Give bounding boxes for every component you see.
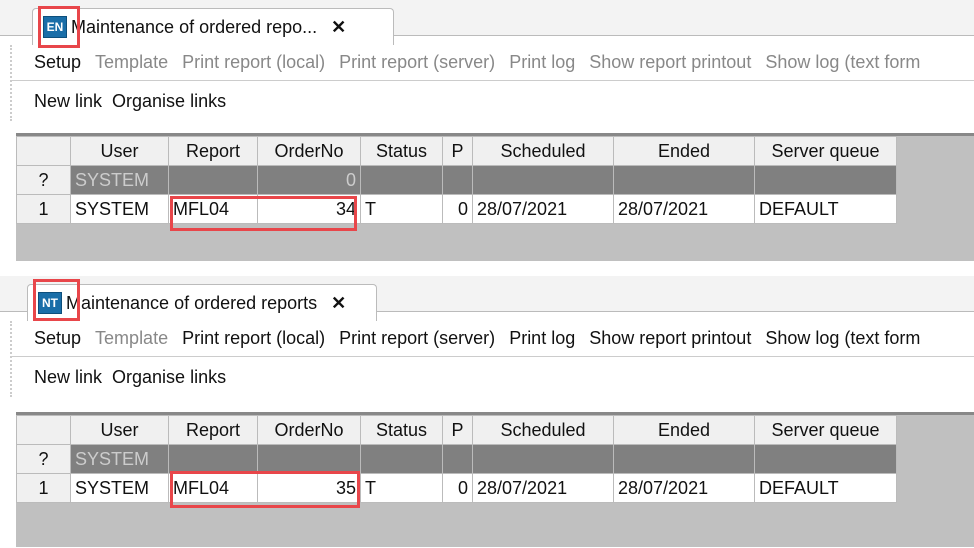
cell-server-queue[interactable]: DEFAULT	[754, 473, 897, 503]
column-header[interactable]: Status	[360, 415, 443, 445]
column-header[interactable]: Scheduled	[472, 415, 614, 445]
links-bar: New link Organise links	[12, 81, 974, 121]
orders-table: User Report OrderNo Status P Scheduled Ended Se…	[16, 136, 897, 224]
cell-scheduled[interactable]	[472, 444, 614, 474]
toolbar-print-log[interactable]: Print log	[509, 328, 576, 348]
toolbar-show-report-printout[interactable]: Show report printout	[589, 52, 752, 72]
column-header[interactable]: Ended	[613, 415, 755, 445]
cell-user[interactable]: SYSTEM	[70, 165, 169, 195]
column-header[interactable]: OrderNo	[257, 415, 361, 445]
language-badge-icon: NT	[38, 292, 62, 314]
organise-links-button[interactable]: Organise links	[112, 90, 227, 111]
cell-report[interactable]	[168, 444, 258, 474]
new-row[interactable]: ? SYSTEM	[16, 444, 897, 474]
orders-grid: User Report OrderNo Status P Scheduled Ended Se…	[16, 412, 974, 547]
toolbar-setup[interactable]: Setup	[34, 52, 82, 72]
cell-orderno[interactable]: 35	[257, 473, 361, 503]
column-header[interactable]: User	[70, 136, 169, 166]
column-header[interactable]	[16, 136, 71, 166]
cell-server-queue[interactable]	[754, 165, 897, 195]
cell-server-queue[interactable]	[754, 444, 897, 474]
toolbar-show-report-printout[interactable]: Show report printout	[589, 328, 752, 348]
toolbar-print-report-local[interactable]: Print report (local)	[182, 52, 326, 72]
toolbar-print-log[interactable]: Print log	[509, 52, 576, 72]
toolbar-print-report-server[interactable]: Print report (server)	[339, 52, 496, 72]
column-header[interactable]: OrderNo	[257, 136, 361, 166]
cell-scheduled[interactable]: 28/07/2021	[472, 473, 614, 503]
close-icon[interactable]: ✕	[331, 16, 347, 37]
links-bar: New link Organise links	[12, 357, 974, 397]
cell-user[interactable]: SYSTEM	[70, 194, 169, 224]
cell-status[interactable]	[360, 444, 443, 474]
cell-ended[interactable]	[613, 165, 755, 195]
toolbar: Setup Template Print report (local) Print r…	[12, 45, 974, 81]
column-header[interactable]: User	[70, 415, 169, 445]
language-badge-icon: EN	[43, 16, 67, 38]
cell-user[interactable]: SYSTEM	[70, 473, 169, 503]
column-header[interactable]	[16, 415, 71, 445]
cell-p[interactable]: 0	[442, 194, 473, 224]
cell-p[interactable]: 0	[442, 473, 473, 503]
cell-row-number[interactable]: ?	[16, 165, 71, 195]
cell-scheduled[interactable]: 28/07/2021	[472, 194, 614, 224]
cell-status[interactable]	[360, 165, 443, 195]
organise-links-button[interactable]: Organise links	[112, 366, 227, 387]
new-row[interactable]: ? SYSTEM 0	[16, 165, 897, 195]
toolbar: Setup Template Print report (local) Print r…	[12, 321, 974, 357]
cell-report[interactable]: MFL04	[168, 194, 258, 224]
toolbar-print-report-local[interactable]: Print report (local)	[182, 328, 326, 348]
cell-ended[interactable]: 28/07/2021	[613, 473, 755, 503]
column-header[interactable]: Scheduled	[472, 136, 614, 166]
column-header[interactable]: Report	[168, 136, 258, 166]
tab-title: Maintenance of ordered repo...	[71, 16, 318, 37]
panel-body: Setup Template Print report (local) Print r…	[10, 45, 974, 121]
header-row: User Report OrderNo Status P Scheduled Ended Se…	[16, 415, 897, 445]
orders-grid: User Report OrderNo Status P Scheduled Ended Se…	[16, 133, 974, 261]
cell-p[interactable]	[442, 444, 473, 474]
toolbar-setup[interactable]: Setup	[34, 328, 82, 348]
report-panel-2: NT Maintenance of ordered reports ✕ Setup Te…	[0, 276, 974, 548]
tab-maintenance-ordered-reports[interactable]: NT Maintenance of ordered reports ✕	[27, 284, 377, 321]
cell-orderno[interactable]: 0	[257, 165, 361, 195]
close-icon[interactable]: ✕	[331, 292, 347, 313]
toolbar-template[interactable]: Template	[95, 52, 169, 72]
header-row: User Report OrderNo Status P Scheduled Ended Se…	[16, 136, 897, 166]
cell-ended[interactable]	[613, 444, 755, 474]
tab-maintenance-ordered-reports[interactable]: EN Maintenance of ordered repo... ✕	[32, 8, 394, 45]
cell-status[interactable]: T	[360, 194, 443, 224]
column-header[interactable]: Status	[360, 136, 443, 166]
toolbar-show-log-text-form[interactable]: Show log (text form	[765, 328, 921, 348]
column-header[interactable]: P	[442, 415, 473, 445]
tab-title: Maintenance of ordered reports	[66, 292, 318, 313]
cell-row-number[interactable]: 1	[16, 194, 71, 224]
orders-table: User Report OrderNo Status P Scheduled Ended Se…	[16, 415, 897, 503]
cell-orderno[interactable]: 34	[257, 194, 361, 224]
column-header[interactable]: Ended	[613, 136, 755, 166]
new-link-button[interactable]: New link	[34, 90, 103, 111]
cell-user[interactable]: SYSTEM	[70, 444, 169, 474]
cell-ended[interactable]: 28/07/2021	[613, 194, 755, 224]
toolbar-template[interactable]: Template	[95, 328, 169, 348]
cell-report[interactable]	[168, 165, 258, 195]
cell-scheduled[interactable]	[472, 165, 614, 195]
cell-status[interactable]: T	[360, 473, 443, 503]
panel-body: Setup Template Print report (local) Print r…	[10, 321, 974, 397]
toolbar-print-report-server[interactable]: Print report (server)	[339, 328, 496, 348]
cell-report[interactable]: MFL04	[168, 473, 258, 503]
cell-row-number[interactable]: ?	[16, 444, 71, 474]
table-row[interactable]: 1 SYSTEM MFL04 34 T 0 28/07/2021 28/07/2021 DEFA…	[16, 194, 897, 224]
column-header[interactable]: P	[442, 136, 473, 166]
cell-row-number[interactable]: 1	[16, 473, 71, 503]
report-panel-1: EN Maintenance of ordered repo... ✕ Setup Te…	[0, 0, 974, 266]
column-header[interactable]: Report	[168, 415, 258, 445]
column-header[interactable]: Server queue	[754, 415, 897, 445]
toolbar-show-log-text-form[interactable]: Show log (text form	[765, 52, 921, 72]
new-link-button[interactable]: New link	[34, 366, 103, 387]
column-header[interactable]: Server queue	[754, 136, 897, 166]
cell-server-queue[interactable]: DEFAULT	[754, 194, 897, 224]
cell-p[interactable]	[442, 165, 473, 195]
table-row[interactable]: 1 SYSTEM MFL04 35 T 0 28/07/2021 28/07/2021 DEFA…	[16, 473, 897, 503]
cell-orderno[interactable]	[257, 444, 361, 474]
